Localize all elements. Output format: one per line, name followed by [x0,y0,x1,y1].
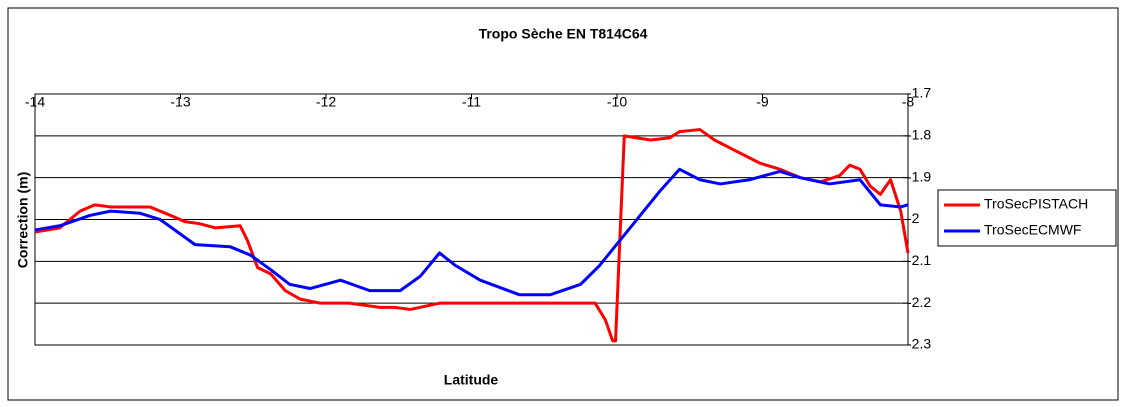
y-tick-label: -2.3 [907,336,931,352]
chart-title: Tropo Sèche EN T814C64 [479,26,648,42]
x-tick-label: -11 [462,94,481,110]
y-tick-label: -2.2 [907,294,931,310]
x-axis-label: Latitude [444,372,499,388]
y-tick-label: -2 [907,210,920,226]
x-tick-label: -8 [902,94,915,110]
x-tick-label: -12 [316,94,336,110]
x-tick-label: -13 [170,94,190,110]
y-tick-label: -1.8 [907,127,931,143]
y-axis-label: Correction (m) [15,172,31,268]
legend-label: TroSecPISTACH [984,196,1088,212]
legend-box [937,189,1117,247]
x-tick-label: -9 [756,94,769,110]
y-tick-label: -2.1 [907,252,931,268]
series-line [34,167,909,297]
legend-label: TroSecECMWF [984,222,1081,238]
y-tick-label: -1.7 [907,85,931,101]
x-tick-label: -14 [25,94,45,110]
y-tick-label: -1.9 [907,168,931,184]
x-tick-label: -10 [607,94,627,110]
